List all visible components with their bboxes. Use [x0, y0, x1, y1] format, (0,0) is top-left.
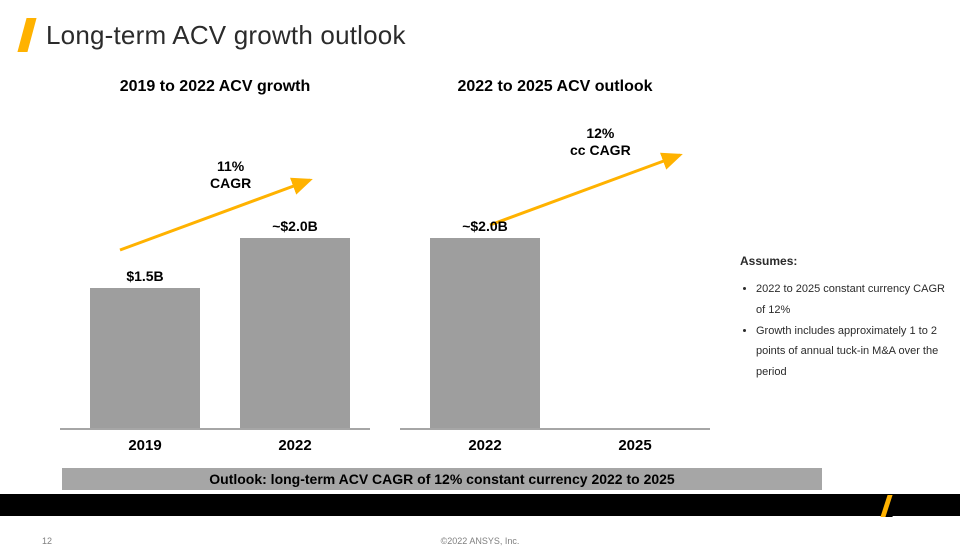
brand-logo: /nsys [884, 495, 946, 517]
copyright: ©2022 ANSYS, Inc. [0, 536, 960, 546]
cagr-label-left: 11%CAGR [210, 158, 251, 192]
chart-left-title: 2019 to 2022 ACV growth [60, 78, 370, 96]
bar [90, 288, 200, 428]
bar-x-label: 2022 [240, 437, 350, 454]
bar-value-label: ~$2.0B [240, 218, 350, 234]
chart-right-title: 2022 to 2025 ACV outlook [400, 78, 710, 96]
bar-x-label: 2022 [430, 437, 540, 454]
footer-black-bar [0, 494, 960, 516]
bar-x-label: 2025 [580, 437, 690, 454]
assumes-list: 2022 to 2025 constant currency CAGR of 1… [740, 279, 945, 383]
assumes-title: Assumes: [740, 250, 945, 273]
cagr-label-right: 12%cc CAGR [570, 125, 631, 159]
slide-title: Long-term ACV growth outlook [46, 20, 406, 51]
bar-value-label: ~$2.0B [430, 218, 540, 234]
title-accent-icon [17, 18, 36, 52]
assumes-bullet: 2022 to 2025 constant currency CAGR of 1… [756, 279, 945, 321]
assumes-panel: Assumes: 2022 to 2025 constant currency … [740, 250, 945, 383]
charts-container: 2019 to 2022 ACV growth 11%CAGR $1.5B 20… [60, 70, 710, 450]
outlook-banner: Outlook: long-term ACV CAGR of 12% const… [62, 468, 822, 490]
chart-right-plot: ~$2.0B 2022 2025 [400, 200, 710, 430]
bar [240, 238, 350, 428]
bar-value-label: $1.5B [90, 268, 200, 284]
assumes-bullet: Growth includes approximately 1 to 2 poi… [756, 321, 945, 384]
bar [430, 238, 540, 428]
chart-left-plot: $1.5B 2019 ~$2.0B 2022 [60, 200, 370, 430]
logo-text: /nsys [900, 496, 946, 517]
chart-right: 2022 to 2025 ACV outlook 12%cc CAGR ~$2.… [400, 70, 710, 450]
chart-left: 2019 to 2022 ACV growth 11%CAGR $1.5B 20… [60, 70, 370, 450]
slide-title-bar: Long-term ACV growth outlook [22, 18, 406, 52]
bar-x-label: 2019 [90, 437, 200, 454]
